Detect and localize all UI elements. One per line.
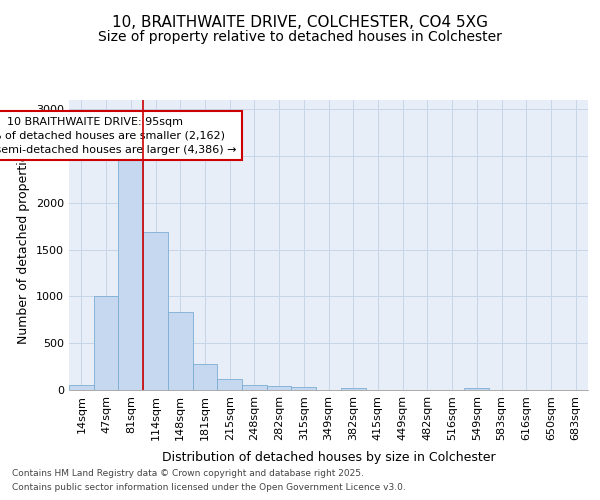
Bar	[464, 388, 489, 390]
Y-axis label: Number of detached properties: Number of detached properties	[17, 146, 31, 344]
Bar	[267, 386, 292, 390]
Bar	[118, 156, 143, 390]
Bar	[168, 312, 193, 390]
Bar	[94, 296, 118, 390]
Bar	[292, 386, 316, 390]
X-axis label: Distribution of detached houses by size in Colchester: Distribution of detached houses by size …	[161, 451, 496, 464]
Bar	[341, 388, 365, 390]
Text: Size of property relative to detached houses in Colchester: Size of property relative to detached ho…	[98, 30, 502, 44]
Bar	[193, 364, 217, 390]
Text: Contains HM Land Registry data © Crown copyright and database right 2025.: Contains HM Land Registry data © Crown c…	[12, 470, 364, 478]
Bar	[143, 232, 168, 390]
Bar	[69, 385, 94, 390]
Text: 10, BRAITHWAITE DRIVE, COLCHESTER, CO4 5XG: 10, BRAITHWAITE DRIVE, COLCHESTER, CO4 5…	[112, 15, 488, 30]
Bar	[242, 385, 267, 390]
Text: 10 BRAITHWAITE DRIVE: 95sqm
← 33% of detached houses are smaller (2,162)
67% of : 10 BRAITHWAITE DRIVE: 95sqm ← 33% of det…	[0, 117, 236, 155]
Bar	[217, 379, 242, 390]
Text: Contains public sector information licensed under the Open Government Licence v3: Contains public sector information licen…	[12, 483, 406, 492]
